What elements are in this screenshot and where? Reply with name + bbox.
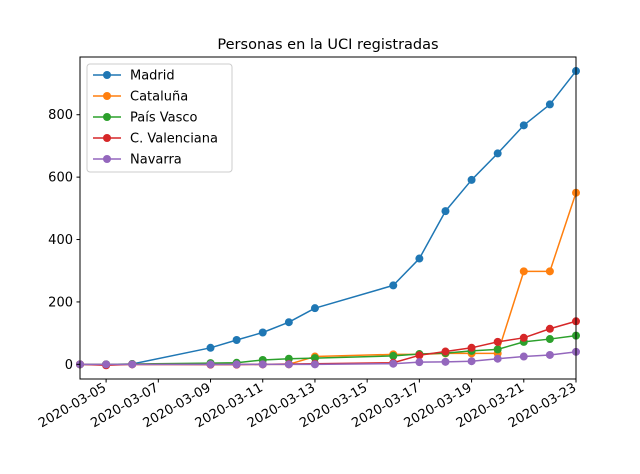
data-point xyxy=(519,121,528,130)
data-point xyxy=(467,343,476,352)
series-4 xyxy=(76,347,580,369)
legend-box xyxy=(86,63,233,173)
data-point xyxy=(310,360,319,369)
data-point xyxy=(519,352,528,361)
data-point xyxy=(441,207,450,216)
data-point xyxy=(493,345,502,354)
legend-label: País Vasco xyxy=(130,111,198,126)
data-point xyxy=(128,360,137,369)
data-point xyxy=(545,350,554,359)
data-point xyxy=(232,360,241,369)
legend-marker xyxy=(103,71,111,79)
legend-item: Cataluña xyxy=(93,90,188,105)
legend-item: Madrid xyxy=(93,69,175,84)
data-point xyxy=(545,324,554,333)
legend-label: C. Valenciana xyxy=(130,132,218,147)
y-axis: 0 200 400 600 800 xyxy=(48,108,80,373)
data-point xyxy=(206,360,215,369)
data-point xyxy=(415,254,424,263)
plot-frame xyxy=(79,56,577,380)
y-tick-label: 800 xyxy=(48,108,73,123)
data-point xyxy=(206,343,215,352)
data-point xyxy=(258,328,267,337)
data-point xyxy=(389,359,398,368)
series-line xyxy=(80,334,577,366)
data-point xyxy=(441,357,450,366)
legend-label: Cataluña xyxy=(130,90,188,105)
data-point xyxy=(545,335,554,344)
data-point xyxy=(389,281,398,290)
series-line xyxy=(80,351,577,366)
data-point xyxy=(232,336,241,344)
data-point xyxy=(493,337,502,346)
series-line xyxy=(80,70,577,366)
series-layer xyxy=(76,67,580,370)
data-point xyxy=(284,360,293,369)
data-point xyxy=(467,357,476,366)
legend-marker xyxy=(103,113,111,121)
data-point xyxy=(519,333,528,342)
data-point xyxy=(284,318,293,327)
chart-title: Personas en la UCI registradas xyxy=(217,37,438,53)
data-point xyxy=(493,149,502,158)
data-point xyxy=(102,360,111,369)
data-point xyxy=(415,358,424,367)
legend: Madrid Cataluña País Vasco C. Valenciana Nav… xyxy=(86,63,233,173)
data-point xyxy=(545,100,554,109)
data-point xyxy=(258,360,267,369)
data-point xyxy=(519,267,528,276)
data-point xyxy=(467,175,476,184)
data-point xyxy=(310,354,319,363)
legend-marker xyxy=(103,92,111,100)
legend-marker xyxy=(103,155,111,163)
legend-marker xyxy=(103,134,111,142)
data-point xyxy=(389,351,398,360)
data-point xyxy=(415,351,424,360)
legend-item: País Vasco xyxy=(93,111,198,126)
data-point xyxy=(310,304,319,313)
data-point xyxy=(545,267,554,276)
data-point xyxy=(441,347,450,356)
y-tick-label: 600 xyxy=(48,171,73,186)
legend-label: Madrid xyxy=(130,69,175,84)
legend-label: Navarra xyxy=(130,153,182,168)
legend-item: C. Valenciana xyxy=(93,132,218,147)
data-point xyxy=(493,354,502,363)
legend-item: Navarra xyxy=(93,153,182,168)
y-tick-label: 0 xyxy=(65,358,73,373)
y-tick-label: 200 xyxy=(48,295,73,310)
y-tick-label: 400 xyxy=(48,233,73,248)
